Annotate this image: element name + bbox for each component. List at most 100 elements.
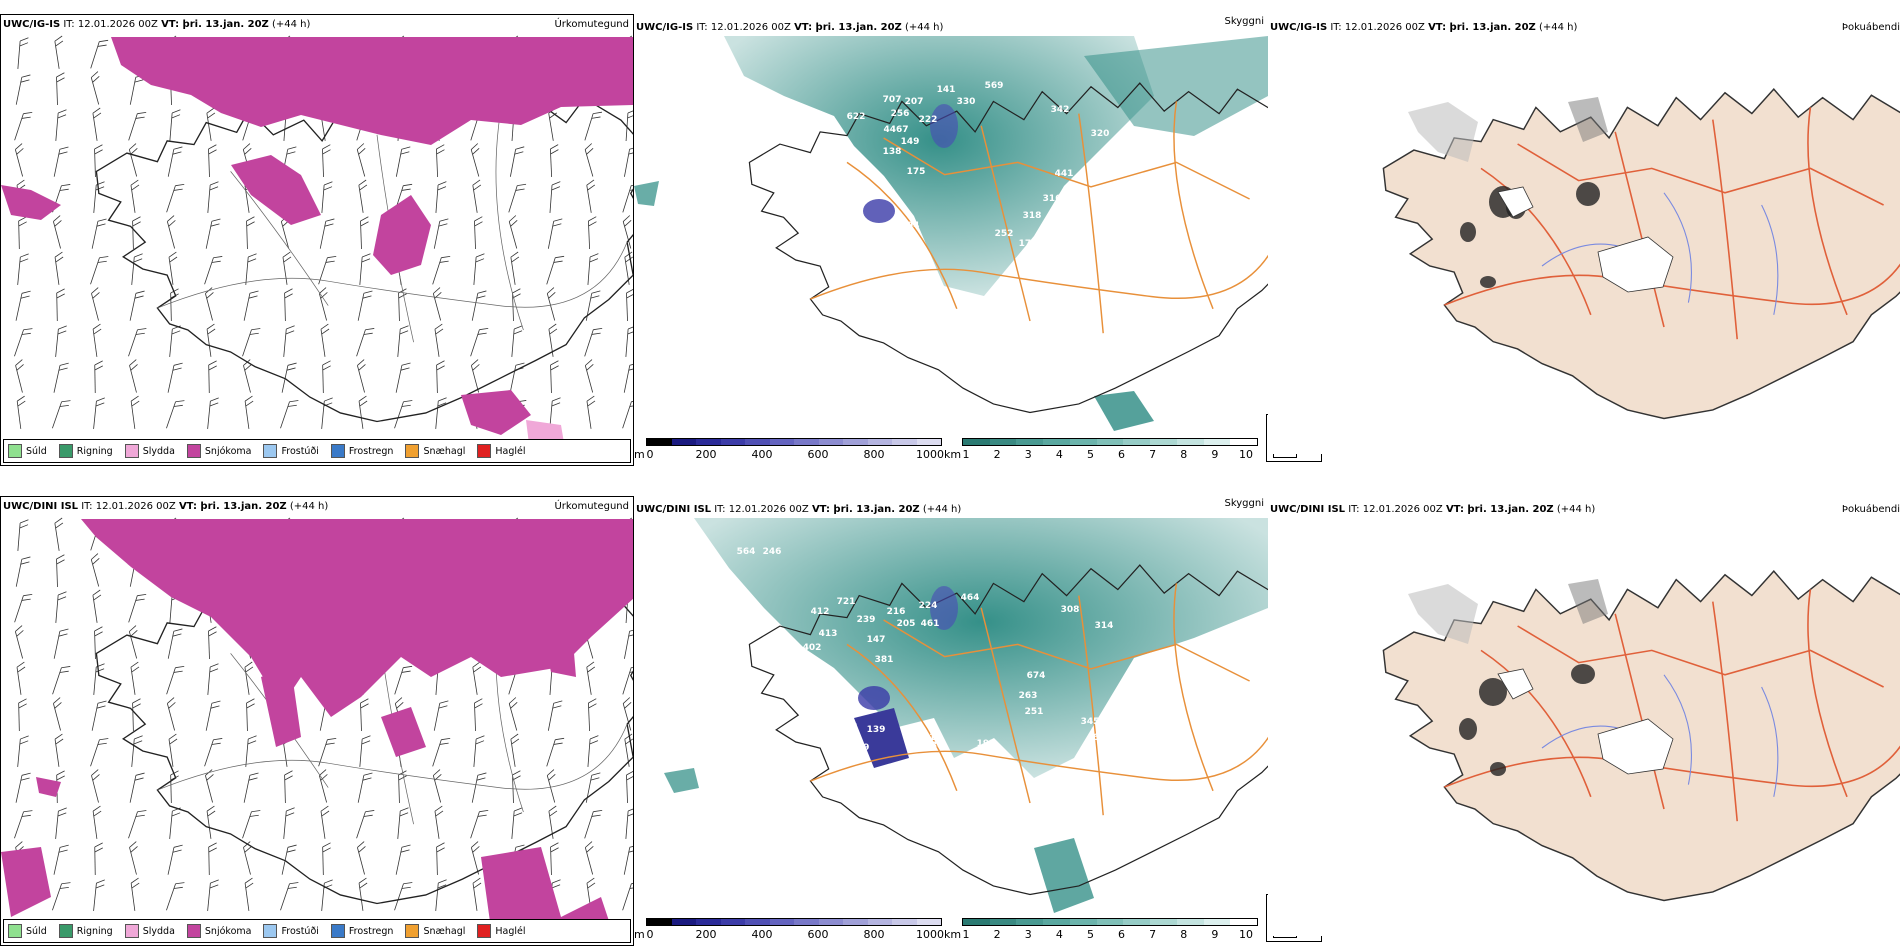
peak-height-label: 149 <box>901 137 920 147</box>
colorbar-tick-label: 800 <box>863 448 885 461</box>
colorbar-strip <box>646 918 942 926</box>
legend-label: Frostregn <box>348 925 394 937</box>
legend-swatch <box>405 444 420 458</box>
colorbar-segment <box>1096 439 1124 445</box>
colorbar-unit: m <box>634 928 645 941</box>
colorbar-segment <box>1150 439 1177 445</box>
peak-height-label: 461 <box>921 619 940 629</box>
legend-item: Rigning <box>58 924 113 938</box>
colorbar-tick-label: 9 <box>1211 928 1219 941</box>
peak-height-label: 622 <box>847 112 866 122</box>
legend-label: Snjókoma <box>204 445 252 457</box>
fog-index-panel-bottom: UWC/DINI ISL IT: 12.01.2026 00Z VT: þri.… <box>1268 496 1900 936</box>
peak-height-label: 256 <box>891 109 910 119</box>
panel-variable-title: Skyggni <box>1224 498 1264 509</box>
colorbar-segment <box>963 439 990 445</box>
visibility-colorbar: km 1 2 3 4 5 6 7 8 9 10 <box>944 914 1260 948</box>
colorbar-tick-label: 3 <box>1024 928 1032 941</box>
colorbar-segment <box>989 919 1017 925</box>
peak-height-label: 988 <box>1145 895 1164 905</box>
peak-height-label: 175 <box>907 167 926 177</box>
colorbar-tick-label: 7 <box>1149 928 1157 941</box>
peak-height-label: 141 <box>937 85 956 95</box>
legend-swatch <box>124 444 139 458</box>
visibility-panel-top: UWC/IG-IS IT: 12.01.2026 00Z VT: þri. 13… <box>634 14 1268 466</box>
precip-type-panel-top: UWC/IG-IS IT: 12.01.2026 00Z VT: þri. 13… <box>0 14 634 466</box>
colorbar-segment <box>1016 919 1044 925</box>
colorbar-segment <box>745 439 770 445</box>
panel-title: UWC/DINI ISL IT: 12.01.2026 00Z VT: þri.… <box>636 504 962 515</box>
legend-item: Frostúði <box>263 444 319 458</box>
colorbar-tick-label: 2 <box>993 928 1001 941</box>
peak-height-label: 263 <box>1019 691 1038 701</box>
legend-swatch <box>263 444 278 458</box>
peak-height-label: 413 <box>819 629 838 639</box>
colorbar-ticks: 1 2 3 4 5 6 7 8 9 10 <box>944 448 1260 464</box>
colorbar-segment <box>1016 439 1044 445</box>
colorbar-segment <box>671 919 696 925</box>
panel-variable-title: Þokuábendi <box>1841 22 1900 33</box>
colorbar-segment <box>1123 439 1151 445</box>
colorbar-segment <box>769 439 794 445</box>
peak-height-label: 314 <box>1095 621 1114 631</box>
legend-swatch <box>58 924 73 938</box>
colorbar-segment <box>671 439 696 445</box>
colorbar-segment <box>989 439 1017 445</box>
colorbar-tick-label: 800 <box>863 928 885 941</box>
visibility-panel-bottom: UWC/DINI ISL IT: 12.01.2026 00Z VT: þri.… <box>634 496 1268 948</box>
peak-height-label: 20 <box>1054 235 1067 245</box>
peak-height-label: 107 <box>839 723 858 733</box>
colorbar-tick-label: 600 <box>807 448 829 461</box>
colorbar-strip <box>962 438 1258 446</box>
legend-swatch <box>58 444 73 458</box>
legend-swatch <box>477 444 492 458</box>
colorbar-tick-label: 4 <box>1055 928 1063 941</box>
colorbar-tick-label: 2 <box>993 448 1001 461</box>
legend-label: Súld <box>26 925 47 937</box>
legend-item: Frostregn <box>330 444 394 458</box>
colorbar-ticks: 0 200 400 600 800 1000 <box>634 928 945 944</box>
colorbar-tick-label: 6 <box>1118 928 1126 941</box>
visibility-colorbar: km 1 2 3 4 5 6 7 8 9 10 <box>944 434 1260 466</box>
legend-swatch <box>124 924 139 938</box>
peak-height-label: 345 <box>1081 717 1100 727</box>
legend-label: Rigning <box>76 445 113 457</box>
peak-height-label: 221 <box>917 733 936 743</box>
colorbar-tick-label: 3 <box>1024 448 1032 461</box>
legend-item: Snjókoma <box>186 924 251 938</box>
legend-label: Snæhagl <box>423 925 466 937</box>
colorbar-segment <box>1176 439 1204 445</box>
colorbar-tick-label: 10 <box>1239 928 1253 941</box>
colorbar-tick-label: 1000 <box>916 928 944 941</box>
panel-title: UWC/DINI ISL IT: 12.01.2026 00Z VT: þri.… <box>3 501 329 512</box>
legend-item: Frostregn <box>330 924 394 938</box>
colorbar-tick-label: 0 <box>646 448 654 461</box>
precip-type-panel-bottom: UWC/DINI ISL IT: 12.01.2026 00Z VT: þri.… <box>0 496 634 946</box>
legend-label: Frostúði <box>281 925 319 937</box>
fog-index-map <box>1382 569 1900 902</box>
legend-label: Frostregn <box>348 445 394 457</box>
legend-item: Súld <box>8 924 47 938</box>
legend-label: Slydda <box>142 445 175 457</box>
colorbar-segment <box>843 439 868 445</box>
colorbar-segment <box>1230 439 1258 445</box>
colorbar-segment <box>647 919 672 925</box>
colorbar-segment <box>1043 919 1070 925</box>
precip-map <box>1 35 633 460</box>
legend-item: Haglél <box>477 924 526 938</box>
peak-height-label: 464 <box>961 593 980 603</box>
colorbar-unit: km <box>944 928 962 941</box>
legend-item: Snæhagl <box>405 924 465 938</box>
legend-swatch <box>405 924 420 938</box>
legend-swatch <box>477 924 492 938</box>
peak-height-label: 246 <box>763 547 782 557</box>
legend-item: Haglél <box>477 444 526 458</box>
legend-swatch <box>186 924 201 938</box>
colorbar-segment <box>892 439 917 445</box>
legend-swatch <box>330 924 345 938</box>
colorbar-segment <box>1203 919 1231 925</box>
peak-height-label: 252 <box>995 229 1014 239</box>
legend-swatch <box>330 444 345 458</box>
colorbar-segment <box>916 439 941 445</box>
